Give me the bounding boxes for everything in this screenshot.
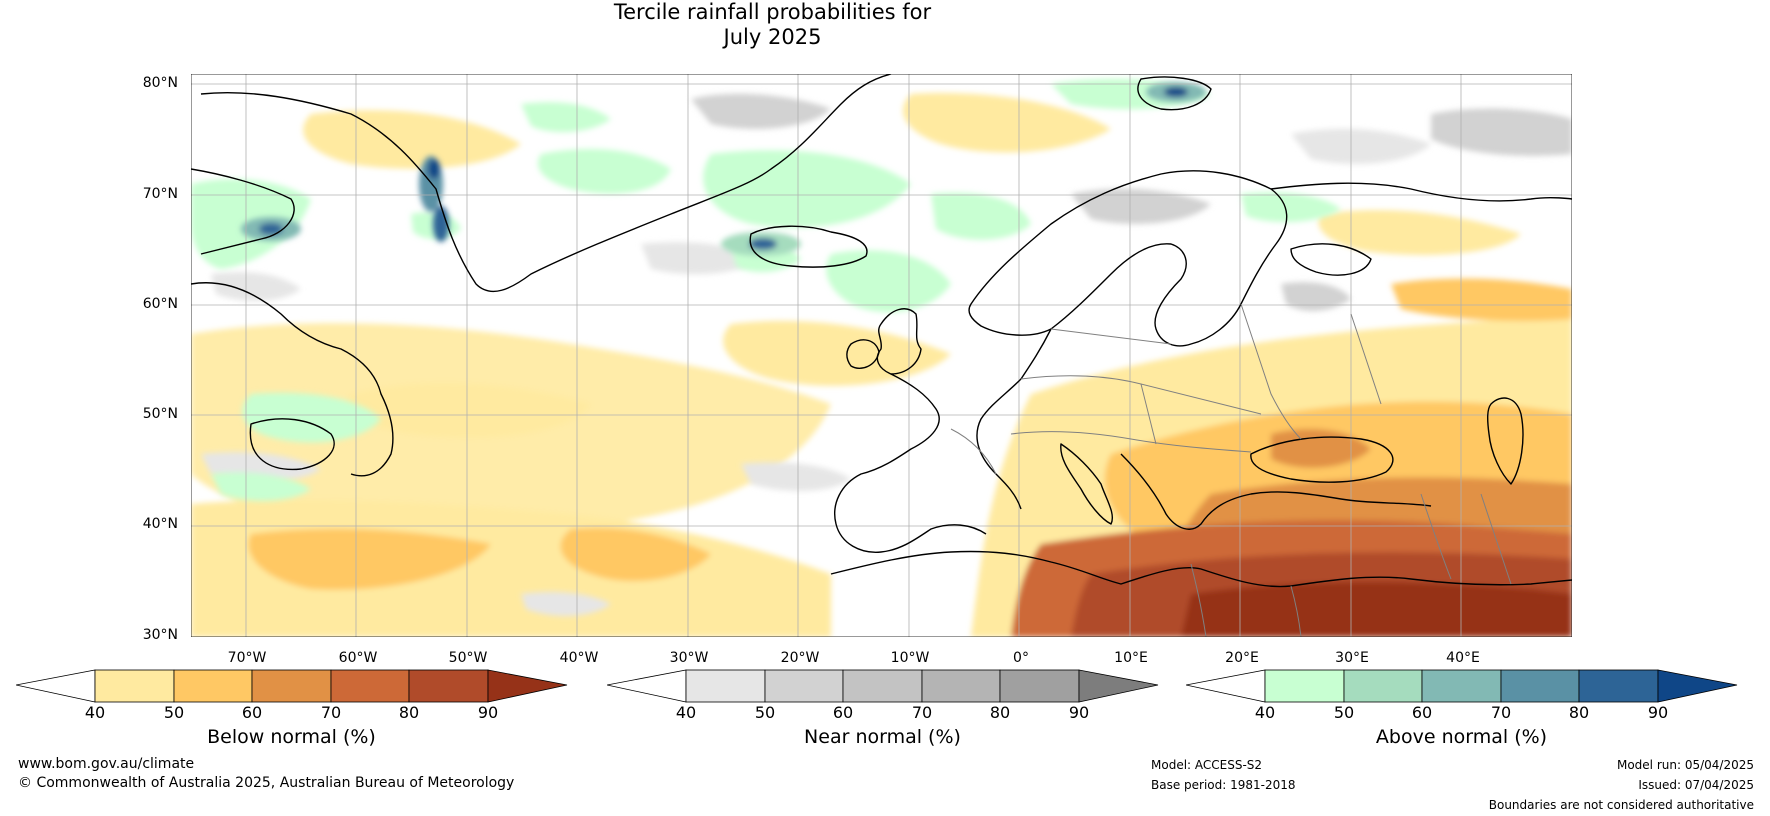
below-normal-shading (191, 93, 1572, 637)
below-normal-swatch-1 (94, 669, 175, 703)
lon-label-70w: 70°W (227, 650, 267, 666)
title-line-1: Tercile rainfall probabilities for (613, 0, 932, 24)
lon-label-50w: 50°W (448, 650, 488, 666)
rainfall-probability-map (191, 74, 1572, 637)
lat-label-80n: 80°N (142, 75, 178, 91)
lon-label-40e: 40°E (1446, 650, 1480, 666)
issued-info: Issued: 07/04/2025 (1638, 778, 1754, 792)
above-normal-swatch-3 (1421, 669, 1502, 703)
above-normal-swatch-0 (1186, 669, 1266, 703)
above-normal-swatch-2 (1343, 669, 1423, 703)
near-tick-70: 70 (911, 703, 933, 722)
above-tick-80: 80 (1568, 703, 1590, 722)
below-tick-90: 90 (477, 703, 499, 722)
near-normal-swatch-6 (1078, 669, 1159, 703)
near-normal-swatch-0 (607, 669, 687, 703)
below-tick-60: 60 (241, 703, 263, 722)
below-normal-swatch-6 (487, 669, 568, 703)
near-tick-80: 80 (989, 703, 1011, 722)
lon-label-0: 0° (1013, 650, 1029, 666)
below-normal-swatch-4 (330, 669, 410, 703)
base-period-info: Base period: 1981-2018 (1151, 778, 1296, 792)
below-tick-40: 40 (84, 703, 106, 722)
copyright-text: © Commonwealth of Australia 2025, Austra… (18, 775, 515, 791)
longitude-gridlines (245, 74, 1462, 637)
below-tick-50: 50 (163, 703, 185, 722)
model-info: Model: ACCESS-S2 (1151, 758, 1263, 772)
above-tick-70: 70 (1490, 703, 1512, 722)
lon-label-40w: 40°W (559, 650, 599, 666)
lat-label-40n: 40°N (142, 516, 178, 532)
near-normal-swatch-3 (842, 669, 923, 703)
country-borders (950, 303, 1512, 637)
near-normal-swatch-5 (999, 669, 1080, 703)
near-tick-50: 50 (754, 703, 776, 722)
chart-title: Tercile rainfall probabilities for July … (0, 0, 1545, 50)
coastlines (191, 74, 1572, 588)
near-tick-40: 40 (675, 703, 697, 722)
above-normal-swatch-5 (1578, 669, 1659, 703)
website-link[interactable]: www.bom.gov.au/climate (18, 756, 195, 772)
above-tick-60: 60 (1411, 703, 1433, 722)
near-normal-swatch-2 (764, 669, 844, 703)
disclaimer-text: Boundaries are not considered authoritat… (1488, 798, 1754, 812)
near-normal-label: Near normal (%) (804, 726, 961, 748)
below-normal-swatch-0 (16, 669, 96, 703)
above-normal-swatch-4 (1500, 669, 1580, 703)
colorbar-above-normal (1186, 668, 1738, 704)
below-normal-swatch-3 (251, 669, 332, 703)
lat-label-50n: 50°N (142, 406, 178, 422)
near-tick-90: 90 (1068, 703, 1090, 722)
lon-label-20e: 20°E (1225, 650, 1259, 666)
below-normal-swatch-2 (173, 669, 253, 703)
lon-label-10w: 10°W (890, 650, 930, 666)
colorbar-above-normal-swatches (1186, 669, 1738, 703)
above-tick-90: 90 (1647, 703, 1669, 722)
colorbar-near-normal-swatches (607, 669, 1159, 703)
near-tick-60: 60 (832, 703, 854, 722)
above-tick-40: 40 (1254, 703, 1276, 722)
colorbar-below-normal (16, 668, 568, 704)
above-normal-swatch-6 (1657, 669, 1738, 703)
title-line-2: July 2025 (723, 25, 822, 49)
above-normal-label: Above normal (%) (1375, 726, 1548, 748)
colorbar-below-normal-swatches (16, 669, 568, 703)
lat-label-60n: 60°N (142, 296, 178, 312)
below-tick-70: 70 (320, 703, 342, 722)
latitude-gridlines (191, 83, 1572, 527)
above-normal-strong-spots (241, 82, 1206, 256)
lat-label-70n: 70°N (142, 186, 178, 202)
model-run-info: Model run: 05/04/2025 (1616, 758, 1754, 772)
lat-label-30n: 30°N (142, 627, 178, 643)
lon-label-30e: 30°E (1335, 650, 1369, 666)
lon-label-60w: 60°W (338, 650, 378, 666)
near-normal-swatch-4 (921, 669, 1001, 703)
lon-label-20w: 20°W (780, 650, 820, 666)
colorbar-near-normal (607, 668, 1159, 704)
below-normal-label: Below normal (%) (207, 726, 376, 748)
above-tick-50: 50 (1333, 703, 1355, 722)
near-normal-swatch-1 (685, 669, 766, 703)
near-normal-shading (201, 93, 1572, 616)
above-normal-swatch-1 (1264, 669, 1345, 703)
below-tick-80: 80 (398, 703, 420, 722)
below-normal-swatch-5 (408, 669, 489, 703)
lon-label-10e: 10°E (1114, 650, 1148, 666)
lon-label-30w: 30°W (669, 650, 709, 666)
